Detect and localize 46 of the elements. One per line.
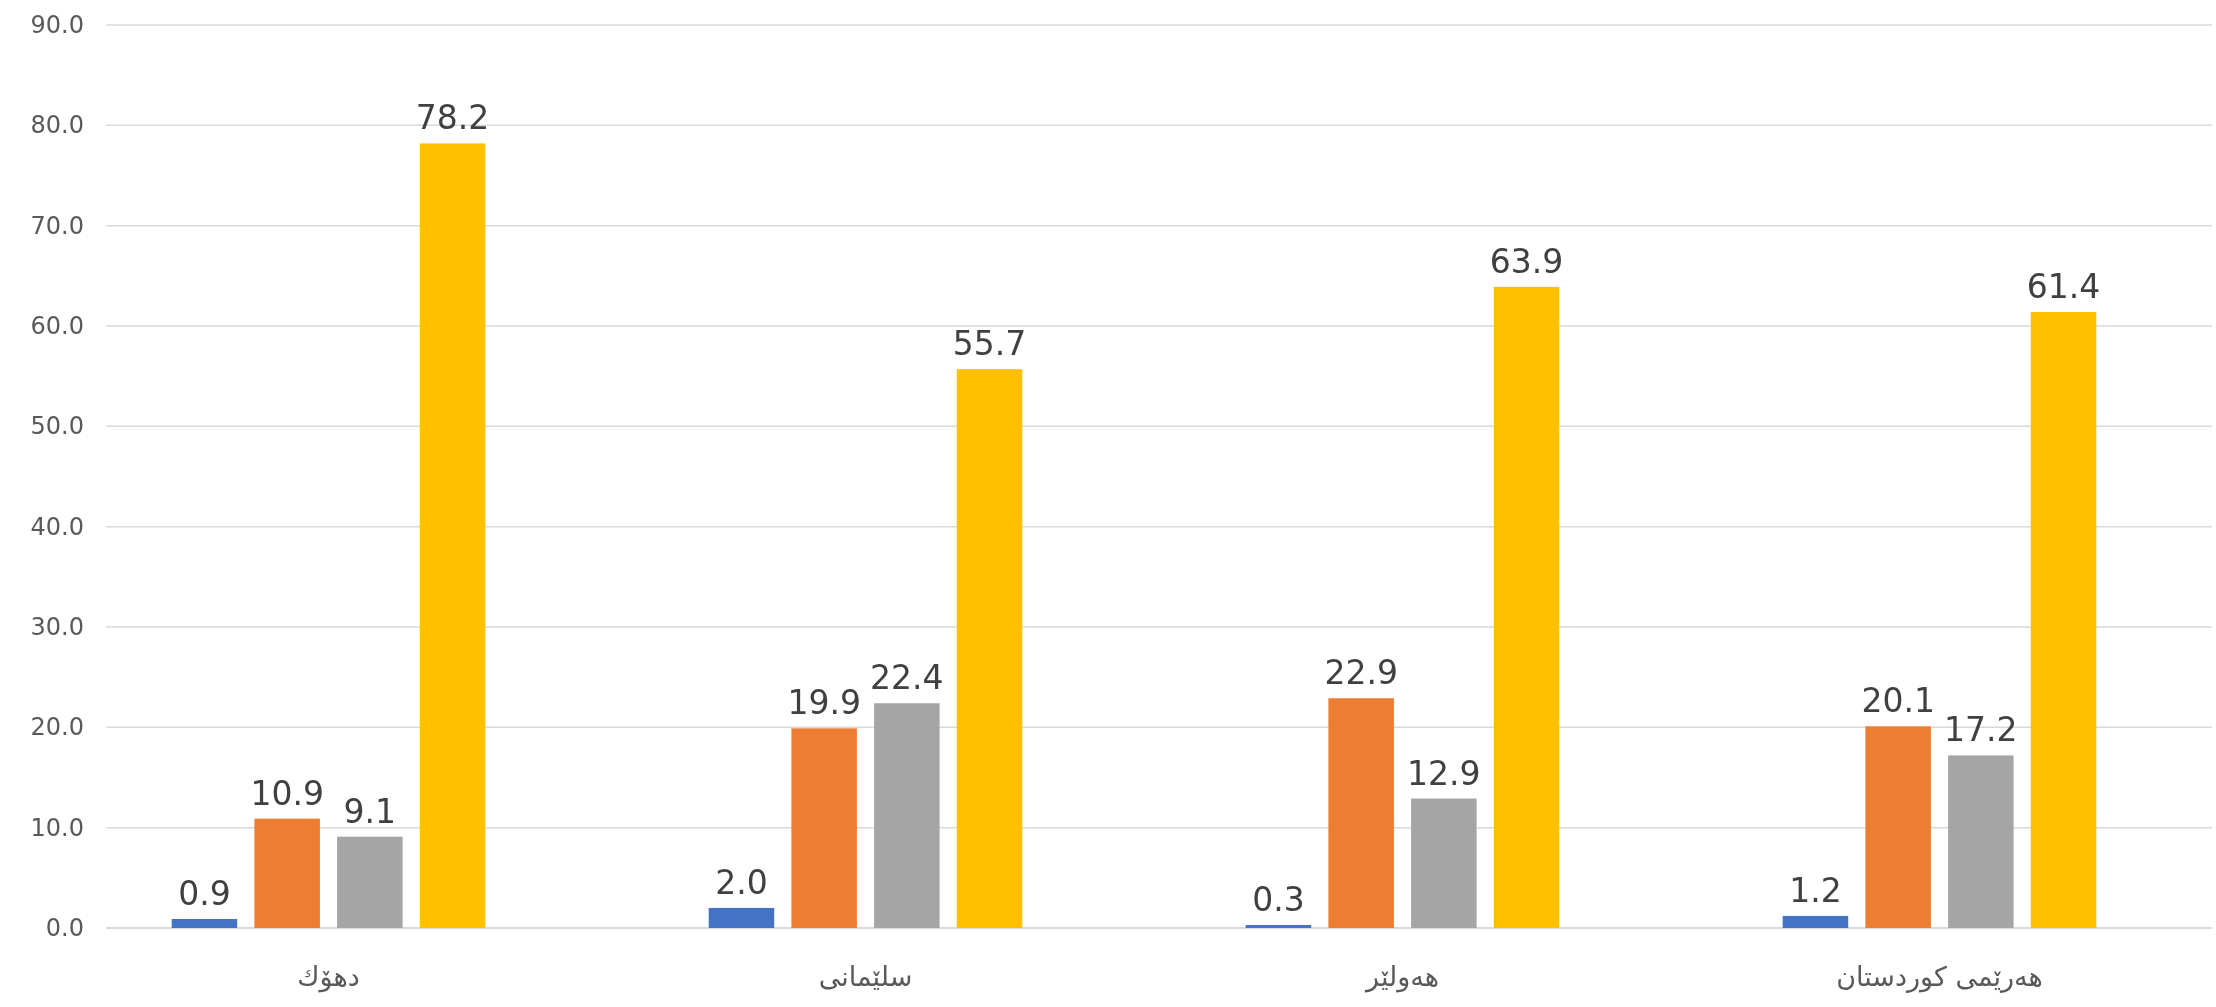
data-label: 9.1: [343, 791, 397, 831]
y-tick-label: 20.0: [30, 713, 84, 742]
y-tick-label: 80.0: [30, 111, 84, 140]
data-label: 10.9: [250, 773, 324, 813]
data-label: 20.1: [1861, 681, 1935, 721]
x-tick-label: سلێمانی: [818, 961, 913, 992]
data-label: 0.9: [178, 873, 231, 913]
data-label: 63.9: [1489, 241, 1564, 281]
bar: [874, 703, 940, 928]
data-label: 61.4: [2026, 266, 2101, 306]
bar: [1782, 915, 1849, 928]
bar: [1865, 726, 1931, 928]
y-tick-label: 90.0: [30, 11, 84, 39]
data-label: 2.0: [715, 862, 768, 902]
data-label: 22.9: [1324, 653, 1398, 693]
data-label: 78.2: [415, 98, 490, 138]
bar: [419, 143, 486, 928]
data-label: 17.2: [1944, 710, 2018, 750]
bar: [1328, 698, 1394, 928]
bar: [1245, 924, 1312, 928]
bar: [1411, 798, 1477, 928]
y-tick-label: 10.0: [30, 813, 84, 842]
y-tick-label: 50.0: [30, 412, 84, 441]
x-tick-label: دهۆك: [297, 961, 360, 993]
data-label: 0.3: [1252, 879, 1305, 919]
bar: [791, 728, 857, 928]
bar: [171, 918, 238, 928]
bar: [2030, 311, 2097, 928]
bar: [956, 369, 1023, 928]
y-tick-label: 40.0: [30, 512, 84, 541]
data-label: 55.7: [952, 324, 1027, 364]
data-label: 1.2: [1789, 870, 1842, 910]
y-tick-label: 70.0: [30, 211, 84, 240]
bar: [1493, 286, 1560, 928]
y-tick-label: 30.0: [30, 613, 84, 641]
y-tick-label: 0.0: [45, 914, 84, 942]
x-tick-label: هەرێمی کوردستان: [1836, 961, 2043, 993]
bar: [708, 907, 775, 928]
x-tick-label: هەولێر: [1363, 961, 1440, 993]
data-label: 19.9: [787, 683, 861, 723]
data-label: 22.4: [870, 658, 944, 698]
data-label: 12.9: [1407, 753, 1481, 793]
bar: [254, 818, 320, 928]
y-tick-label: 60.0: [30, 312, 84, 340]
bar: [337, 836, 403, 928]
bar: [1948, 755, 2014, 928]
